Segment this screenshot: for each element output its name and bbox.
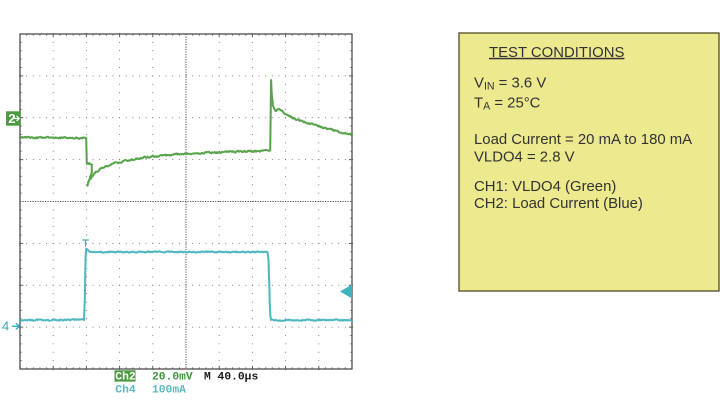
- svg-text:VLDO4 = 2.8 V: VLDO4 = 2.8 V: [474, 149, 575, 165]
- svg-text:TEST CONDITIONS: TEST CONDITIONS: [489, 45, 624, 61]
- svg-text:4: 4: [2, 319, 9, 334]
- svg-text:CH2: Load Current (Blue): CH2: Load Current (Blue): [474, 196, 643, 212]
- svg-text:CH1: VLDO4 (Green): CH1: VLDO4 (Green): [474, 179, 616, 195]
- svg-text:Load Current = 20 mA to 180 mA: Load Current = 20 mA to 180 mA: [474, 132, 692, 148]
- svg-text:Ch2: Ch2: [115, 371, 136, 383]
- svg-text:Ch4: Ch4: [115, 385, 136, 397]
- svg-text:100mA: 100mA: [152, 385, 186, 397]
- svg-text:M 40.0µs: M 40.0µs: [204, 371, 258, 383]
- svg-text:20.0mV: 20.0mV: [152, 371, 193, 383]
